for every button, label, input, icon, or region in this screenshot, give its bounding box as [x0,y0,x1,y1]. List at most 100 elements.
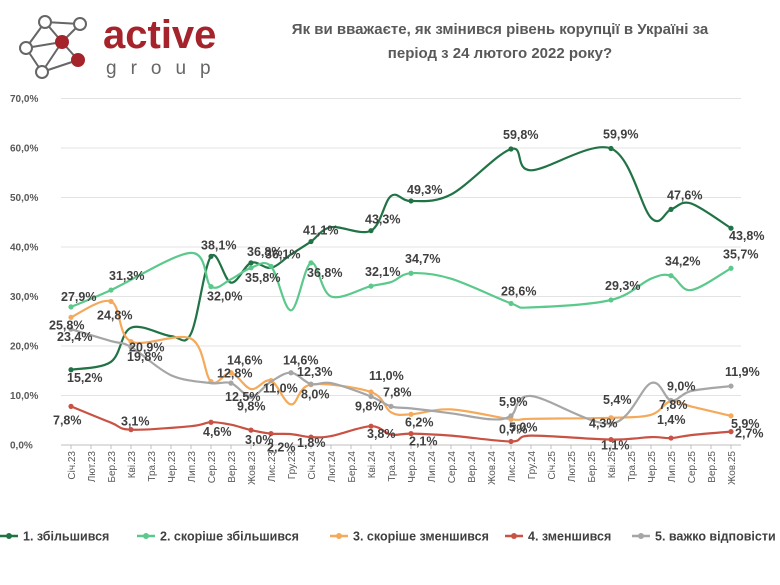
data-label: 29,3% [605,279,640,293]
x-tick-label: Жов.24 [487,451,498,485]
data-label: 7,8% [383,385,412,399]
data-label: 24,8% [97,308,132,322]
data-label: 0,7% [499,423,528,437]
series-point [108,287,114,293]
data-label: 43,3% [365,213,400,227]
series-point [388,403,394,409]
series-point [68,314,74,320]
series-point [228,370,234,376]
x-tick-label: Лют.25 [567,451,578,483]
series-point [128,427,134,433]
data-label: 31,3% [109,269,144,283]
x-tick-label: Бер.25 [587,451,598,483]
data-label: 3,0% [245,433,274,447]
series-point [108,298,114,305]
data-label: 14,6% [283,354,318,368]
data-label: 2,1% [409,435,438,449]
x-tick-label: Бер.23 [107,451,118,483]
series-point [68,403,74,409]
data-label: 9,8% [237,399,266,413]
x-tick-label: Гру.24 [527,451,538,480]
x-tick-label: Січ.25 [547,451,558,480]
y-tick-label: 0,0% [10,441,33,452]
legend-swatch-marker [143,533,149,539]
x-tick-label: Лют.23 [87,451,98,483]
series-point [68,326,74,332]
y-tick-label: 40,0% [10,243,38,254]
series-point [308,238,314,245]
data-label: 2,2% [267,441,296,455]
legend-swatch-marker [6,533,12,539]
x-tick-label: Лип.25 [667,451,678,483]
data-label: 2,7% [735,427,764,441]
legend-label: 5. важко відповісти [655,530,776,544]
x-tick-label: Вер.25 [707,451,718,483]
series-point [368,389,374,395]
x-tick-label: Тра.23 [147,451,158,482]
legend-entry-2: 2. скоріше збільшився [137,530,299,544]
data-label: 9,0% [667,379,696,393]
data-label: 23,4% [57,330,92,344]
series-point [248,427,254,433]
series-point [508,300,514,307]
data-label: 11,0% [263,382,298,396]
x-tick-label: Гру.23 [287,451,298,480]
data-label: 1,4% [657,413,686,427]
grid [61,98,741,446]
series-point [68,304,74,310]
data-label: 19,8% [127,350,162,364]
x-tick-label: Бер.24 [347,451,358,483]
data-label: 9,8% [355,399,384,413]
chart-title-line-2: період з 24 лютого 2022 року? [388,45,612,62]
series-point [248,393,254,400]
series-point [608,145,614,152]
data-label: 11,0% [369,369,404,383]
data-label: 1,8% [297,436,326,450]
series-point [668,435,674,441]
series-point [408,198,414,204]
x-tick-label: Тра.25 [627,451,638,482]
series-point [228,380,234,386]
chart-title-line-1: Як ви вважаєте, як змінився рівень коруп… [292,21,709,38]
series-point [728,265,734,271]
data-label: 35,7% [723,247,758,261]
series-point [668,206,674,212]
series-point [408,411,414,417]
data-label: 47,6% [667,188,702,202]
series-line [70,299,732,421]
data-label: 34,2% [665,255,700,269]
y-tick-label: 10,0% [10,391,38,402]
x-tick-label: Січ.24 [307,451,318,480]
series-lines [68,145,734,445]
data-label: 12,8% [217,367,252,381]
legend-label: 2. скоріше збільшився [160,530,299,544]
x-tick-label: Лип.23 [187,451,198,483]
data-label: 6,2% [405,415,434,429]
series-point [128,338,134,345]
x-tick-label: Лют.24 [327,451,338,483]
series-point [608,421,614,427]
x-tick-label: Чер.23 [167,451,178,483]
data-label: 49,3% [407,183,442,197]
data-label: 41,1% [303,224,338,238]
series-point [728,225,734,231]
series-point [608,415,614,421]
x-tick-label: Січ.23 [67,451,78,480]
x-tick-label: Жов.23 [247,451,258,485]
x-tick-label: Сер.24 [447,451,458,484]
data-label: 5,9% [499,395,528,409]
x-tick-label: Чер.25 [647,451,658,483]
data-label: 35,8% [245,271,280,285]
x-tick-label: Лип.24 [427,451,438,483]
data-label: 3,1% [121,415,150,429]
legend-swatch-marker [511,533,517,539]
y-tick-label: 30,0% [10,292,38,303]
data-label: 28,6% [501,284,536,298]
y-tick-label: 70,0% [10,94,38,105]
series-point [728,383,734,389]
y-tick-label: 60,0% [10,144,38,155]
data-label: 34,7% [405,252,440,266]
logo: active group [19,13,216,79]
logo-network-icon [19,15,87,79]
